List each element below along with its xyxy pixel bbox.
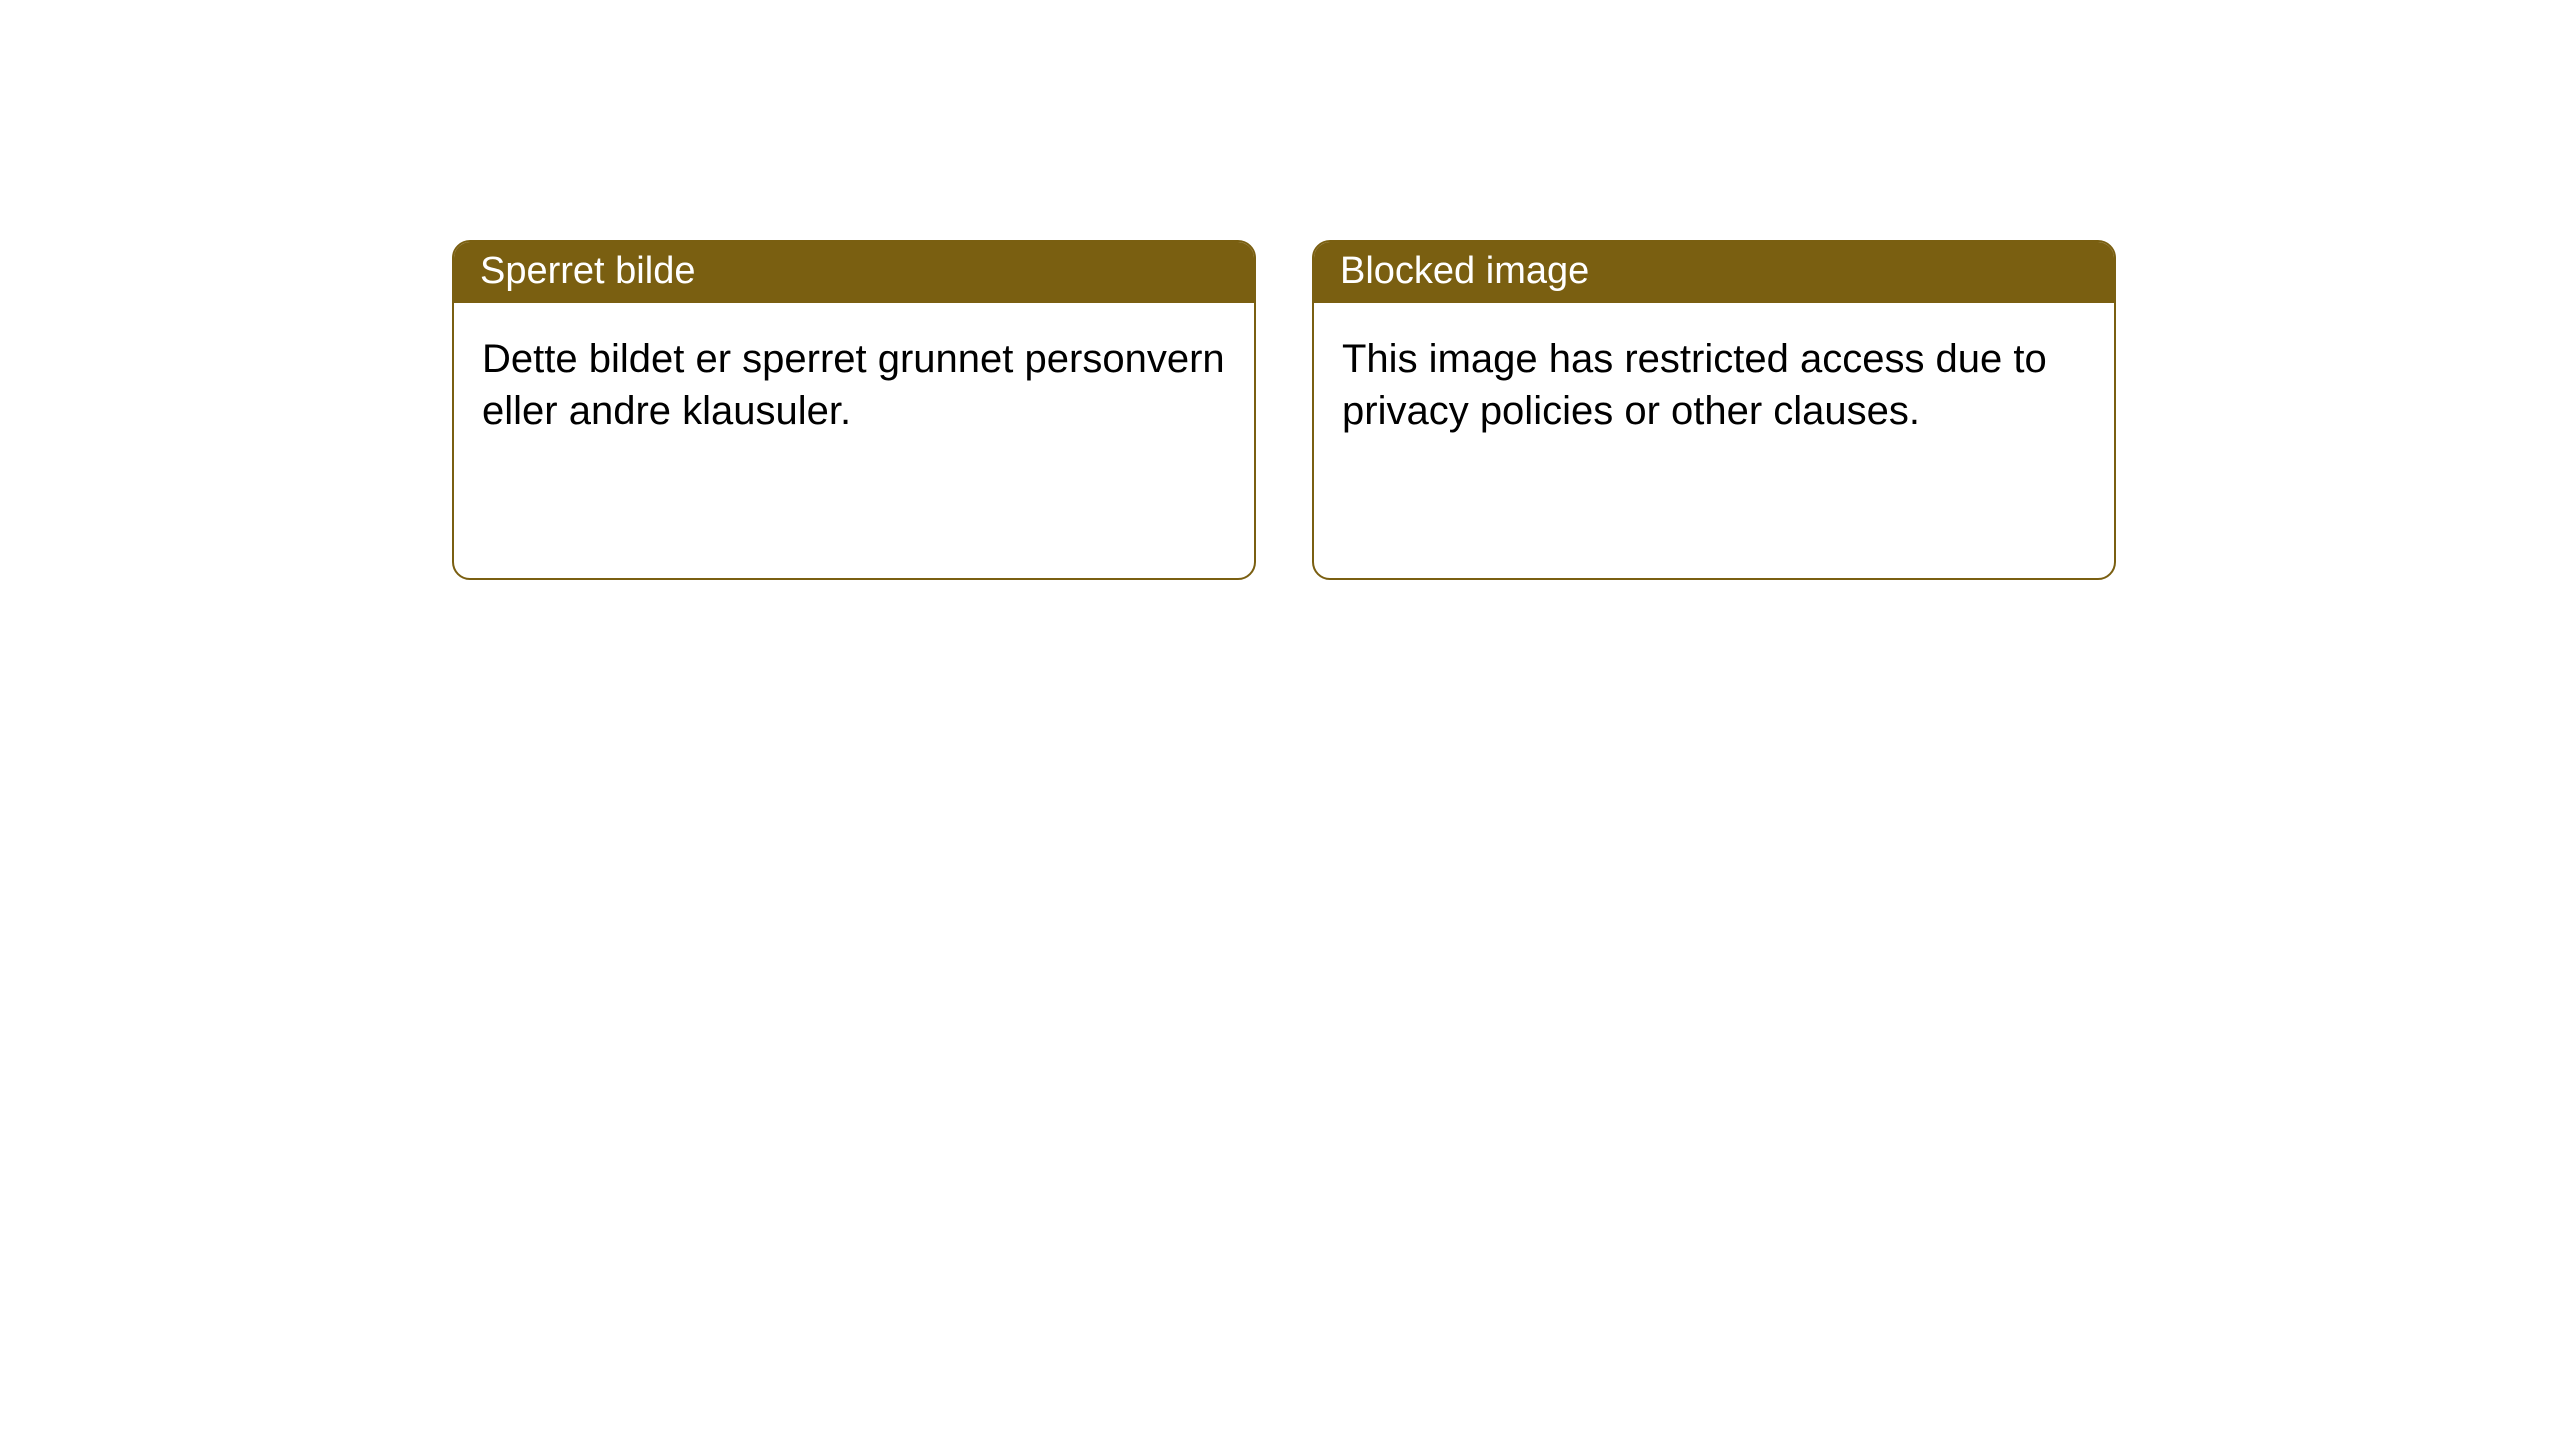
- card-body-no: Dette bildet er sperret grunnet personve…: [454, 303, 1254, 467]
- card-header-en: Blocked image: [1314, 242, 2114, 303]
- card-header-no: Sperret bilde: [454, 242, 1254, 303]
- card-body-en: This image has restricted access due to …: [1314, 303, 2114, 467]
- blocked-image-card-no: Sperret bilde Dette bildet er sperret gr…: [452, 240, 1256, 580]
- notice-container: Sperret bilde Dette bildet er sperret gr…: [0, 0, 2560, 580]
- blocked-image-card-en: Blocked image This image has restricted …: [1312, 240, 2116, 580]
